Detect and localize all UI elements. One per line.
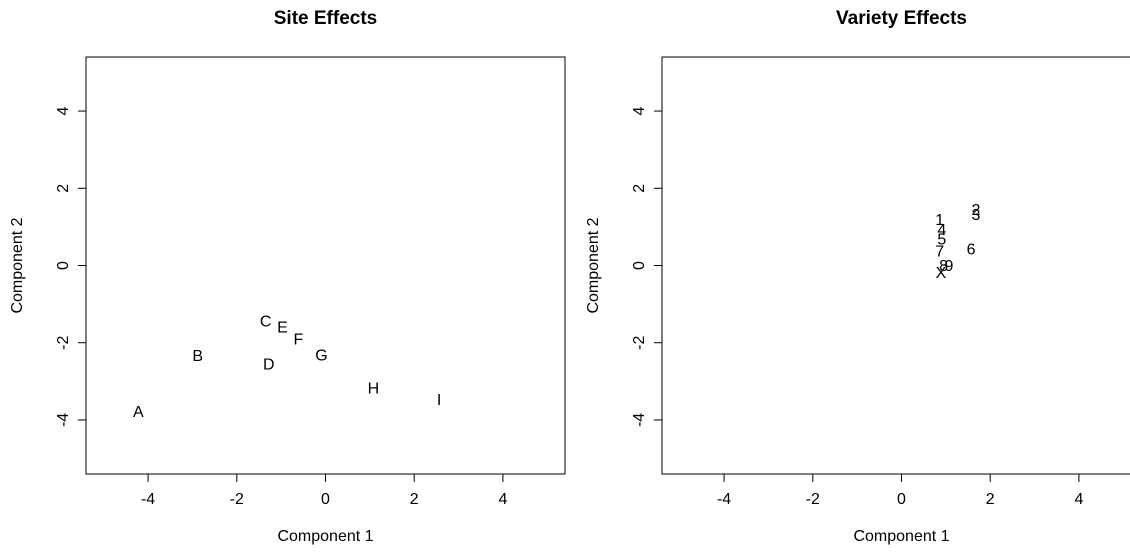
- point-label: 9: [945, 258, 954, 275]
- point-label: G: [315, 347, 327, 364]
- x-axis-label: Component 1: [277, 528, 373, 545]
- point-label: A: [133, 404, 144, 421]
- point-label: 1: [935, 212, 944, 229]
- y-tick-label: 4: [631, 107, 648, 116]
- y-tick-label: 2: [55, 184, 72, 193]
- x-tick-label: -4: [141, 491, 155, 508]
- y-tick-label: -4: [631, 413, 648, 427]
- y-tick-label: 0: [55, 261, 72, 270]
- plot-frame: [85, 56, 566, 475]
- x-tick-label: 2: [986, 491, 995, 508]
- y-tick-label: -4: [55, 413, 72, 427]
- point-label: C: [260, 313, 272, 330]
- point-label: 6: [967, 242, 976, 259]
- y-tick-label: -2: [631, 336, 648, 350]
- x-tick-label: -2: [806, 491, 820, 508]
- chart-title: Site Effects: [274, 8, 377, 29]
- x-tick-label: 0: [897, 491, 906, 508]
- x-tick-label: 4: [498, 491, 507, 508]
- point-label: B: [192, 348, 203, 365]
- x-tick-label: -2: [230, 491, 244, 508]
- x-tick-label: 2: [410, 491, 419, 508]
- point-label: 3: [972, 207, 981, 224]
- x-tick-label: -4: [717, 491, 731, 508]
- y-tick-label: 4: [55, 107, 72, 116]
- point-label: X: [936, 265, 947, 282]
- point-label: 7: [935, 244, 944, 261]
- point-label: E: [277, 320, 288, 337]
- point-label: H: [368, 380, 380, 397]
- y-tick-label: 0: [631, 261, 648, 270]
- x-axis-label: Component 1: [853, 528, 949, 545]
- y-tick-label: 2: [631, 184, 648, 193]
- chart-title: Variety Effects: [836, 8, 967, 29]
- point-label: I: [437, 392, 441, 409]
- point-label: F: [294, 332, 304, 349]
- x-tick-label: 4: [1074, 491, 1083, 508]
- point-label: D: [263, 356, 275, 373]
- y-axis-label: Component 2: [585, 217, 602, 313]
- point-label: 4: [937, 222, 946, 239]
- plot-frame: [661, 56, 1130, 475]
- y-tick-label: -2: [55, 336, 72, 350]
- point-label: 5: [937, 232, 946, 249]
- x-tick-label: 0: [321, 491, 330, 508]
- point-label: 2: [972, 202, 981, 219]
- y-axis-label: Component 2: [9, 217, 26, 313]
- point-label: 8: [939, 258, 948, 275]
